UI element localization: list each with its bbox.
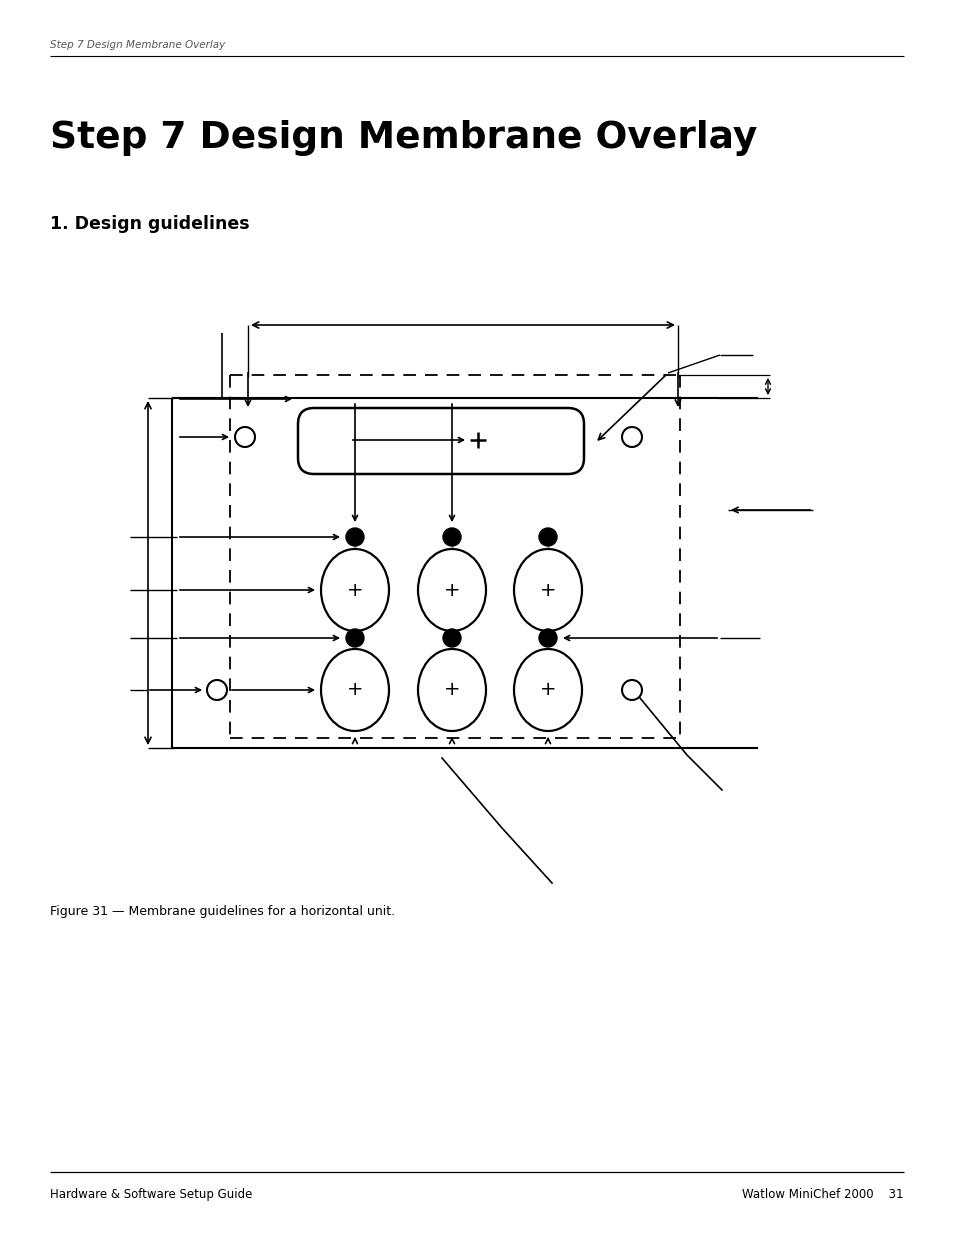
Circle shape <box>538 629 557 647</box>
Text: +: + <box>443 680 459 699</box>
Circle shape <box>442 629 460 647</box>
Text: +: + <box>443 580 459 599</box>
Text: 1. Design guidelines: 1. Design guidelines <box>50 215 250 233</box>
Text: Figure 31 — Membrane guidelines for a horizontal unit.: Figure 31 — Membrane guidelines for a ho… <box>50 905 395 918</box>
Text: Watlow MiniChef 2000    31: Watlow MiniChef 2000 31 <box>741 1188 903 1200</box>
Text: Step 7 Design Membrane Overlay: Step 7 Design Membrane Overlay <box>50 120 757 156</box>
Circle shape <box>346 529 364 546</box>
Text: +: + <box>539 580 556 599</box>
Text: +: + <box>539 680 556 699</box>
Circle shape <box>442 529 460 546</box>
Text: +: + <box>346 580 363 599</box>
Circle shape <box>346 629 364 647</box>
Text: Hardware & Software Setup Guide: Hardware & Software Setup Guide <box>50 1188 253 1200</box>
Text: +: + <box>346 680 363 699</box>
Circle shape <box>538 529 557 546</box>
FancyBboxPatch shape <box>297 408 583 474</box>
Text: Step 7 Design Membrane Overlay: Step 7 Design Membrane Overlay <box>50 40 225 49</box>
